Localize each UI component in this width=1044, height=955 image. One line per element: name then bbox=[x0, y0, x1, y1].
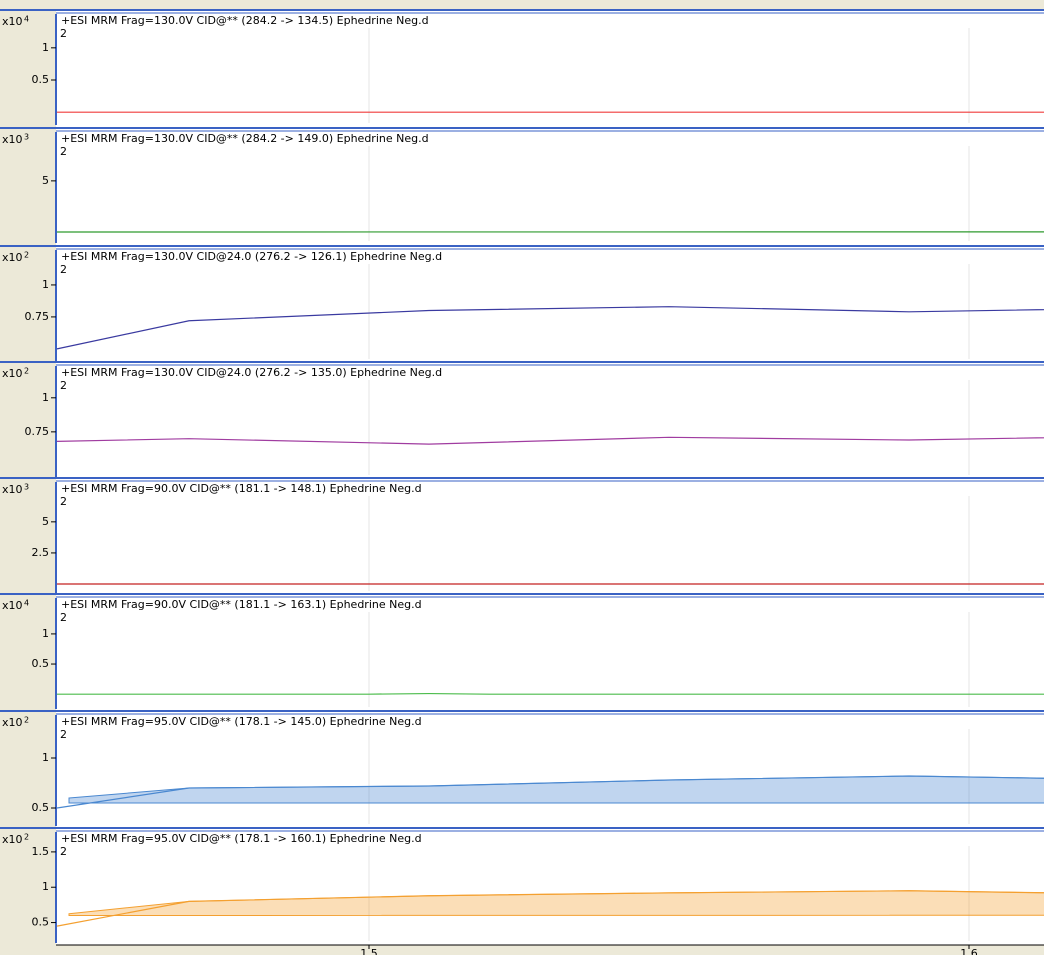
y-scale-base: x10 bbox=[2, 599, 23, 612]
y-scale-exponent: 2 bbox=[24, 833, 29, 842]
y-scale-base: x10 bbox=[2, 133, 23, 146]
y-scale-exponent: 4 bbox=[24, 599, 29, 608]
y-scale-base: x10 bbox=[2, 833, 23, 846]
y-tick-label: 1.5 bbox=[32, 845, 50, 858]
y-tick-label: 1 bbox=[42, 391, 49, 404]
y-tick-label: 1 bbox=[42, 627, 49, 640]
marker-label: 2 bbox=[60, 27, 67, 40]
trace bbox=[57, 692, 1044, 695]
panel-title: +ESI MRM Frag=90.0V CID@** (181.1 -> 148… bbox=[61, 482, 422, 495]
panel-background bbox=[56, 828, 1044, 945]
panel-title: +ESI MRM Frag=130.0V CID@24.0 (276.2 -> … bbox=[61, 366, 442, 379]
panel-background bbox=[56, 128, 1044, 245]
y-scale-exponent: 2 bbox=[24, 716, 29, 725]
y-tick-label: 0.75 bbox=[25, 425, 50, 438]
y-scale-base: x10 bbox=[2, 483, 23, 496]
marker-label: 2 bbox=[60, 845, 67, 858]
y-scale-exponent: 2 bbox=[24, 367, 29, 376]
panel-title: +ESI MRM Frag=90.0V CID@** (181.1 -> 163… bbox=[61, 598, 422, 611]
panel-background bbox=[56, 594, 1044, 711]
y-scale-exponent: 2 bbox=[24, 251, 29, 260]
marker-label: 2 bbox=[60, 611, 67, 624]
y-tick-label: 5 bbox=[42, 174, 49, 187]
panel-title: +ESI MRM Frag=130.0V CID@** (284.2 -> 14… bbox=[61, 132, 429, 145]
y-scale-exponent: 3 bbox=[24, 133, 29, 142]
marker-label: 2 bbox=[60, 145, 67, 158]
y-tick-label: 2.5 bbox=[32, 546, 50, 559]
y-scale-base: x10 bbox=[2, 716, 23, 729]
y-tick-label: 1 bbox=[42, 880, 49, 893]
y-tick-label: 0.5 bbox=[32, 657, 50, 670]
marker-label: 2 bbox=[60, 263, 67, 276]
panel-background bbox=[56, 478, 1044, 595]
marker-label: 2 bbox=[60, 728, 67, 741]
panel-title: +ESI MRM Frag=130.0V CID@** (284.2 -> 13… bbox=[61, 14, 429, 27]
y-tick-label: 0.5 bbox=[32, 73, 50, 86]
marker-label: 2 bbox=[60, 495, 67, 508]
panel-background bbox=[56, 711, 1044, 828]
y-scale-base: x10 bbox=[2, 15, 23, 28]
panel-title: +ESI MRM Frag=95.0V CID@** (178.1 -> 145… bbox=[61, 715, 422, 728]
x-tick-label: 1.5 bbox=[360, 947, 378, 955]
panel-title: +ESI MRM Frag=130.0V CID@24.0 (276.2 -> … bbox=[61, 250, 442, 263]
y-tick-label: 0.5 bbox=[32, 801, 50, 814]
integration-area bbox=[68, 890, 1044, 917]
y-scale-base: x10 bbox=[2, 367, 23, 380]
panel-title: +ESI MRM Frag=95.0V CID@** (178.1 -> 160… bbox=[61, 832, 422, 845]
panel-background bbox=[56, 246, 1044, 363]
y-tick-label: 1 bbox=[42, 278, 49, 291]
y-tick-label: 0.5 bbox=[32, 916, 50, 929]
panel-background bbox=[56, 10, 1044, 127]
panel-background bbox=[56, 362, 1044, 479]
y-scale-base: x10 bbox=[2, 251, 23, 264]
y-tick-label: 1 bbox=[42, 751, 49, 764]
y-scale-exponent: 3 bbox=[24, 483, 29, 492]
y-scale-exponent: 4 bbox=[24, 15, 29, 24]
y-tick-label: 5 bbox=[42, 515, 49, 528]
y-tick-label: 0.75 bbox=[25, 310, 50, 323]
marker-label: 2 bbox=[60, 379, 67, 392]
x-tick-label: 1.6 bbox=[960, 947, 978, 955]
y-tick-label: 1 bbox=[42, 41, 49, 54]
